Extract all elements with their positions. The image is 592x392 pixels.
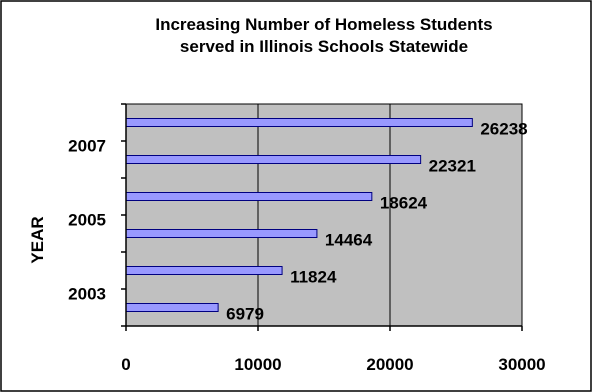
y-tick-label: 2003 (68, 285, 106, 304)
x-tick-label: 30000 (498, 355, 545, 374)
gridlines (257, 104, 523, 326)
data-label: 11824 (290, 268, 337, 287)
data-label: 22321 (429, 157, 476, 176)
x-axis: 0 10000 20000 30000 (121, 325, 546, 374)
bar-2004 (125, 266, 283, 275)
plot-area (125, 103, 523, 327)
bar-2003 (125, 303, 219, 312)
x-tick-label: 0 (121, 355, 130, 374)
bar-2006 (125, 192, 373, 201)
y-tick-label: 2005 (68, 211, 106, 230)
y-axis-title: YEAR (28, 216, 47, 263)
x-tick-label: 10000 (234, 355, 281, 374)
bar-2008 (125, 118, 473, 127)
y-tick-label: 2007 (68, 137, 106, 156)
data-label: 26238 (480, 120, 527, 139)
chart-title-line-2: served in Illinois Schools Statewide (180, 37, 468, 56)
y-axis: 2003 2005 2007 (68, 103, 127, 327)
data-label: 18624 (380, 194, 428, 213)
chart-title-line-1: Increasing Number of Homeless Students (155, 15, 492, 34)
bar-2007 (125, 155, 422, 164)
x-tick-label: 20000 (366, 355, 413, 374)
data-label: 14464 (325, 231, 373, 250)
data-label: 6979 (226, 305, 264, 324)
bar-2005 (125, 229, 318, 238)
